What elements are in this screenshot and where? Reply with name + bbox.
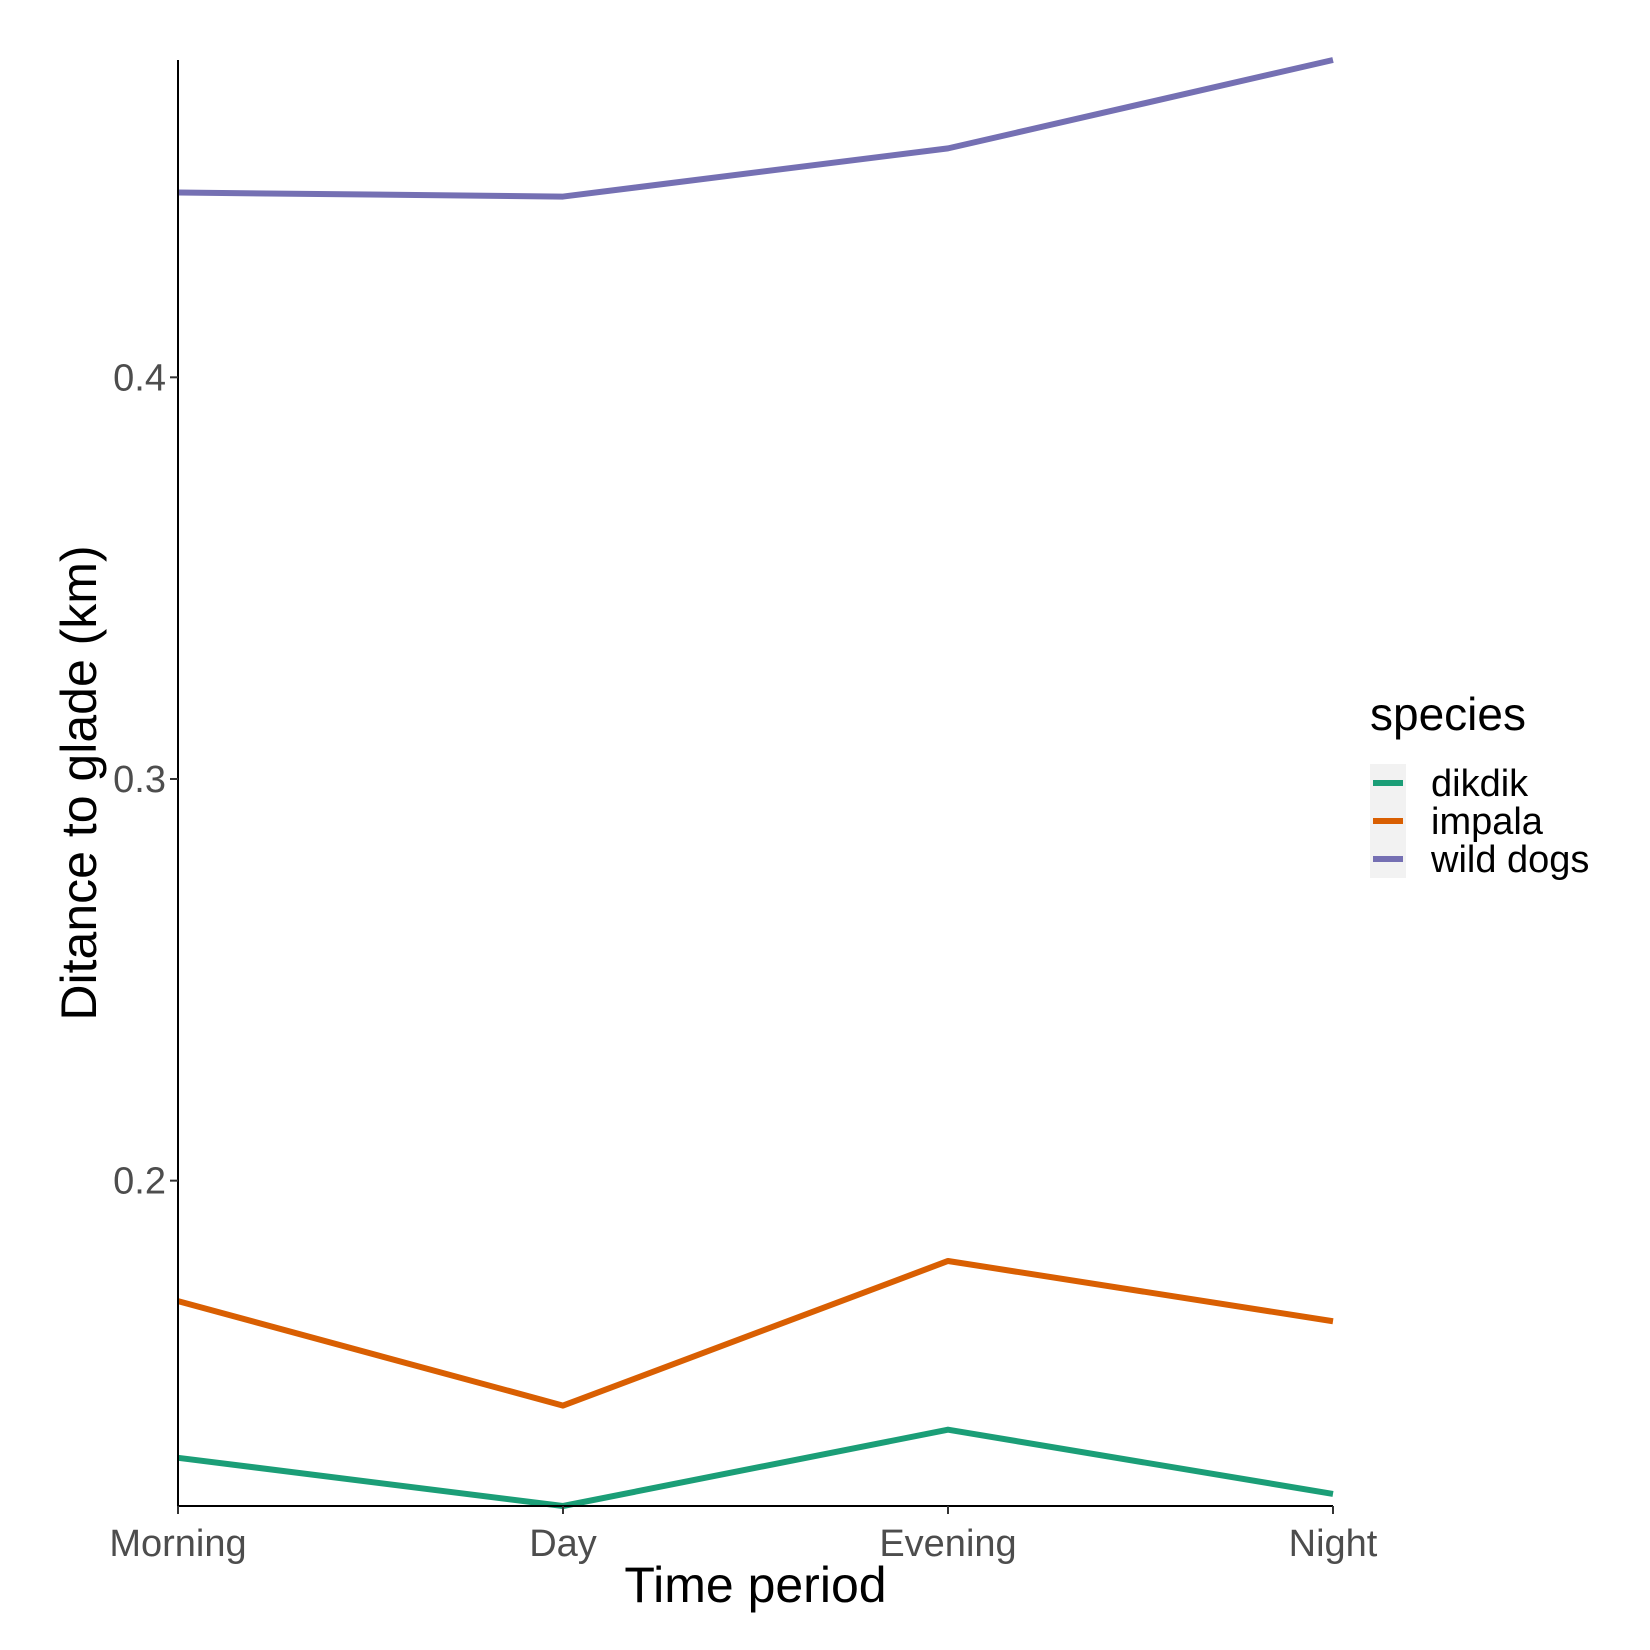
series-line-dikdik [177,1426,1334,1509]
plot-lines [177,57,1334,1509]
y-tick-label: 0.2 [113,1161,166,1203]
series-line-impala [177,1257,1334,1409]
legend-title: species [1370,688,1526,740]
x-tick-label: Morning [109,1523,246,1565]
legend-label: impala [1431,801,1544,843]
y-tick-label: 0.4 [113,357,166,399]
y-tick-label: 0.3 [113,759,166,801]
x-axis-title: Time period [624,1557,886,1613]
x-axis-ticks: Morning Day Evening Night [109,1506,1378,1565]
x-tick-label: Day [529,1523,597,1565]
legend-label: dikdik [1431,763,1529,805]
y-axis-ticks: 0.2 0.3 0.4 [113,357,178,1203]
y-axis-title: Ditance to glade (km) [51,545,107,1020]
x-tick-label: Evening [879,1523,1016,1565]
legend-label: wild dogs [1430,839,1589,881]
x-tick-label: Night [1289,1523,1378,1565]
series-line-wild-dogs [177,57,1334,200]
